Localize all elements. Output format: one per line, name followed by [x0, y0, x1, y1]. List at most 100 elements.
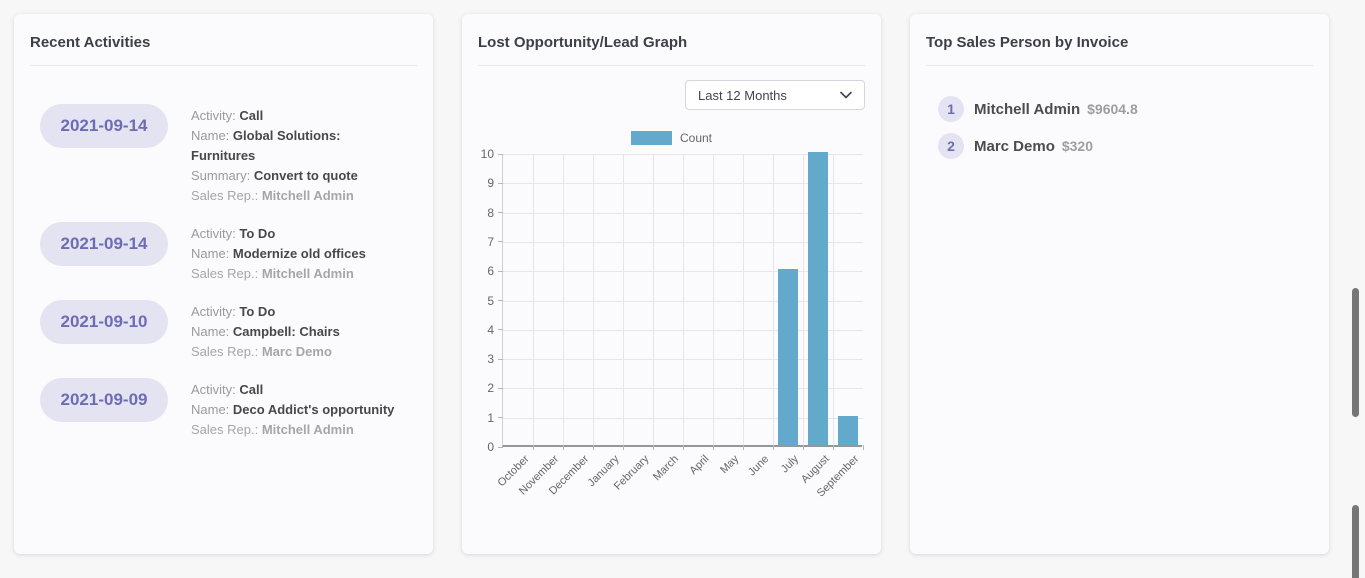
y-axis-label: 6 — [487, 264, 494, 279]
activity-field-line: Sales Rep.: Mitchell Admin — [191, 186, 396, 206]
x-axis-tick — [682, 445, 684, 450]
x-axis-label: July — [779, 453, 802, 476]
activity-date-badge: 2021-09-09 — [40, 378, 168, 422]
sales-amount: $320 — [1061, 138, 1094, 154]
x-gridline — [832, 154, 834, 447]
recent-activities-title: Recent Activities — [30, 34, 151, 51]
x-gridline — [532, 154, 534, 447]
activity-field-line: Activity: To Do — [191, 302, 340, 322]
y-axis-tick — [498, 446, 503, 448]
field-value: Mitchell Admin — [261, 188, 354, 203]
bar-september[interactable] — [838, 415, 858, 445]
y-axis-tick — [498, 300, 503, 301]
chart-legend[interactable]: Count — [478, 131, 865, 145]
sales-entry[interactable]: 2 Marc Demo $320 — [926, 133, 1313, 159]
x-gridline — [682, 154, 684, 447]
field-label: Activity: — [191, 226, 240, 241]
field-value: Convert to quote — [253, 168, 358, 183]
y-axis-tick — [498, 329, 503, 331]
y-axis-label: 5 — [487, 293, 494, 308]
x-axis-label: April — [687, 453, 712, 478]
y-axis-label: 4 — [487, 322, 494, 337]
sales-entry[interactable]: 1 Mitchell Admin $9604.8 — [926, 96, 1313, 122]
field-value: To Do — [239, 304, 276, 319]
x-axis-tick — [622, 445, 624, 450]
activity-field-line: Sales Rep.: Mitchell Admin — [191, 420, 394, 440]
bar-august[interactable] — [808, 152, 828, 445]
activity-field-line: Name: Campbell: Chairs — [191, 322, 340, 342]
top-sales-title: Top Sales Person by Invoice — [926, 34, 1129, 51]
x-axis-label: March — [651, 453, 682, 484]
field-value: Modernize old offices — [232, 246, 366, 261]
field-label: Name: — [191, 128, 233, 143]
activity-details: Activity: To Do Name: Modernize old offic… — [191, 222, 366, 284]
divider — [926, 65, 1313, 66]
x-gridline — [712, 154, 714, 447]
y-axis-tick — [498, 417, 503, 419]
field-value: Call — [239, 382, 264, 397]
field-label: Sales Rep.: — [191, 344, 262, 359]
field-label: Activity: — [191, 108, 240, 123]
activity-list: 2021-09-14 Activity: Call Name: Global Sol… — [30, 66, 417, 440]
y-axis-label: 0 — [487, 440, 494, 454]
field-label: Activity: — [191, 382, 240, 397]
bar-july[interactable] — [778, 269, 798, 445]
recent-activities-card: Recent Activities 2021-09-14 Activity: Ca… — [14, 14, 433, 554]
activity-item[interactable]: 2021-09-14 Activity: To Do Name: Modernize… — [30, 222, 417, 284]
scrollbar-thumb[interactable] — [1352, 288, 1359, 417]
crm-dashboard: Recent Activities 2021-09-14 Activity: Ca… — [14, 14, 1329, 554]
y-axis-label: 10 — [480, 147, 494, 161]
x-axis-tick — [742, 445, 744, 450]
activity-field-line: Activity: To Do — [191, 224, 366, 244]
x-axis-tick — [562, 445, 564, 450]
activity-field-line: Sales Rep.: Marc Demo — [191, 342, 340, 362]
activity-item[interactable]: 2021-09-14 Activity: Call Name: Global Sol… — [30, 104, 417, 206]
chevron-down-icon — [840, 91, 852, 99]
field-value: Campbell: Chairs — [232, 324, 340, 339]
x-axis-tick — [862, 445, 864, 450]
activity-item[interactable]: 2021-09-10 Activity: To Do Name: Campbell:… — [30, 300, 417, 362]
x-axis-tick — [592, 445, 594, 450]
activity-details: Activity: Call Name: Deco Addict's opport… — [191, 378, 394, 440]
x-axis-tick — [532, 445, 534, 450]
graph-body: Last 12 Months Count 0 1 2 3 4 5 6 7 8 9 10 October… — [478, 66, 865, 500]
time-range-select[interactable]: Last 12 Months — [685, 80, 865, 110]
y-axis-label: 1 — [487, 410, 494, 425]
field-label: Sales Rep.: — [191, 188, 262, 203]
field-label: Name: — [191, 324, 233, 339]
x-gridline — [622, 154, 624, 447]
x-gridline — [562, 154, 564, 447]
activity-field-line: Sales Rep.: Mitchell Admin — [191, 264, 366, 284]
lost-graph-title: Lost Opportunity/Lead Graph — [478, 34, 688, 51]
y-axis-label: 8 — [487, 205, 494, 220]
x-gridline — [742, 154, 744, 447]
y-axis-tick — [498, 182, 503, 184]
field-value: To Do — [239, 226, 276, 241]
y-axis-label: 7 — [487, 234, 494, 249]
y-axis-tick — [498, 387, 503, 389]
y-axis-tick — [498, 153, 503, 155]
activity-item[interactable]: 2021-09-09 Activity: Call Name: Deco Addic… — [30, 378, 417, 440]
field-value: Call — [239, 108, 264, 123]
activity-date-badge: 2021-09-14 — [40, 222, 168, 266]
field-label: Name: — [191, 246, 233, 261]
x-gridline — [802, 154, 804, 447]
activity-details: Activity: To Do Name: Campbell: Chairs Sal… — [191, 300, 340, 362]
field-value: Deco Addict's opportunity — [232, 402, 395, 417]
field-label: Summary: — [191, 168, 254, 183]
bar-chart: 0 1 2 3 4 5 6 7 8 9 10 October November December Janua… — [481, 147, 865, 500]
activity-field-line: Name: Deco Addict's opportunity — [191, 400, 394, 420]
sales-amount: $9604.8 — [1087, 101, 1138, 117]
y-axis-tick — [498, 270, 503, 272]
scrollbar-thumb[interactable] — [1352, 505, 1359, 578]
activity-field-line: Activity: Call — [191, 380, 394, 400]
y-axis-tick — [498, 358, 503, 360]
sales-ranking-list: 1 Mitchell Admin $9604.8 2 Marc Demo $320 — [926, 66, 1313, 159]
field-value: Marc Demo — [261, 344, 332, 359]
legend-label: Count — [679, 131, 713, 145]
divider — [478, 65, 865, 66]
x-axis-tick — [802, 445, 804, 450]
activity-field-line: Activity: Call — [191, 106, 396, 126]
x-gridline — [772, 154, 774, 447]
time-range-value: Last 12 Months — [698, 87, 787, 103]
